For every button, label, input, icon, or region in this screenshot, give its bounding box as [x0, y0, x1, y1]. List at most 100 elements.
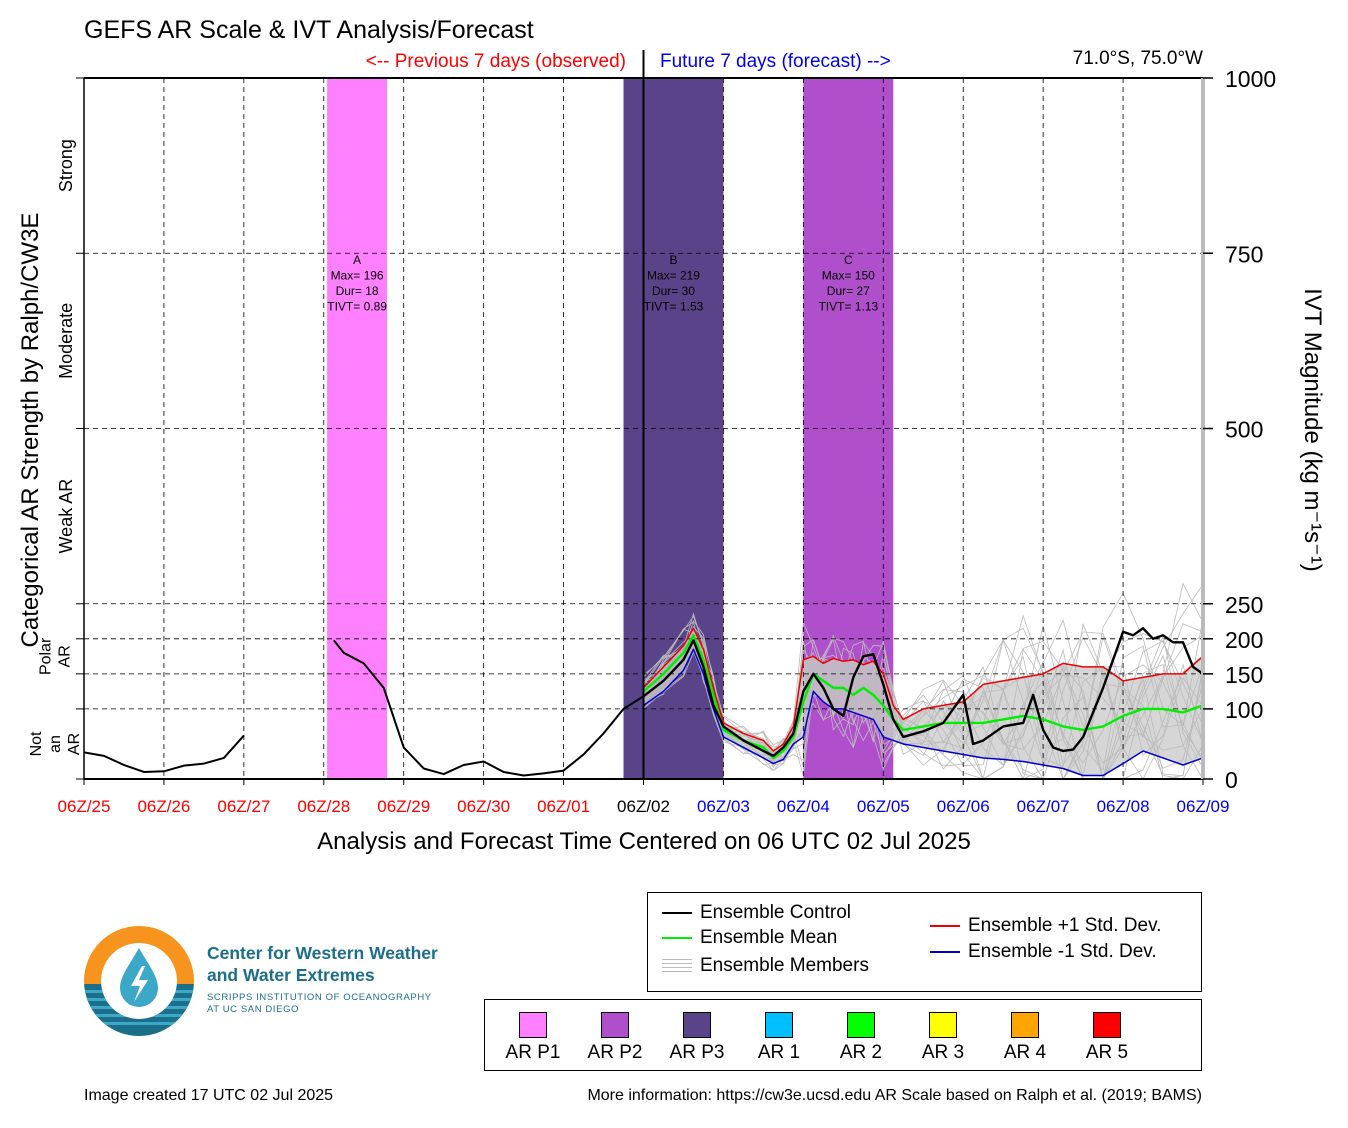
- axes: [76, 50, 1213, 785]
- ensemble-member-line: [643, 627, 1204, 764]
- category-legend-item: AR 2: [821, 1012, 901, 1064]
- legend-plus-sd-swatch: [930, 924, 960, 927]
- x-tick-label: 06Z/28: [297, 797, 350, 816]
- ar-event-label-A-1: Max= 196: [331, 269, 384, 283]
- ar-event-label-C-3: TIVT= 1.13: [818, 300, 878, 314]
- legend-control-label: Ensemble Control: [700, 902, 852, 923]
- category-legend-item: AR 4: [985, 1012, 1065, 1064]
- right-axis-title: IVT Magnitude (kg m⁻¹s⁻¹): [1299, 288, 1326, 572]
- category-label-4: Strong: [56, 139, 76, 192]
- category-swatch: [765, 1012, 793, 1038]
- category-label-3: Moderate: [56, 303, 76, 379]
- legend-members-label: Ensemble Members: [700, 955, 869, 976]
- legend-mean: Ensemble Mean: [662, 927, 837, 949]
- category-label: AR P1: [505, 1042, 561, 1063]
- legend-control: Ensemble Control: [662, 902, 851, 924]
- x-tick-label: 06Z/07: [1017, 797, 1070, 816]
- category-label-0-2: AR: [66, 733, 83, 755]
- category-label: AR 5: [1085, 1042, 1129, 1063]
- y-tick-label: 250: [1225, 592, 1263, 618]
- chart-title: GEFS AR Scale & IVT Analysis/Forecast: [84, 16, 534, 44]
- category-label-1-1: AR: [57, 645, 74, 667]
- ar-event-label-A-3: TIVT= 0.89: [327, 300, 387, 314]
- logo-subtitle: SCRIPPS INSTITUTION OF OCEANOGRAPHY AT U…: [207, 992, 432, 1016]
- ensemble-member-line: [643, 642, 1204, 780]
- lightning-icon: [131, 966, 148, 1002]
- ar-event-label-B-3: TIVT= 1.53: [644, 300, 704, 314]
- x-axis-title: Analysis and Forecast Time Centered on 0…: [317, 828, 971, 855]
- footer-created: Image created 17 UTC 02 Jul 2025: [84, 1087, 334, 1104]
- y-tick-label: 150: [1225, 662, 1263, 688]
- category-label: AR 3: [921, 1042, 965, 1063]
- x-tick-label: 06Z/26: [137, 797, 190, 816]
- category-label: AR 4: [1003, 1042, 1047, 1063]
- ar-event-label-B-1: Max= 219: [647, 269, 700, 283]
- x-tick-label: 06Z/25: [58, 797, 111, 816]
- x-tick-label: 06Z/30: [457, 797, 510, 816]
- category-legend-item: AR 1: [739, 1012, 819, 1064]
- ar-event-label-A-0: A: [353, 253, 361, 267]
- category-legend-item: AR P2: [575, 1012, 655, 1064]
- y-tick-label: 1000: [1225, 66, 1276, 92]
- x-tick-label: 06Z/29: [377, 797, 430, 816]
- ensemble-member-line: [643, 625, 1204, 778]
- x-tick-label: 06Z/05: [857, 797, 910, 816]
- y-tick-label: 200: [1225, 627, 1263, 653]
- ar-event-label-A-2: Dur= 18: [336, 284, 379, 298]
- legend-minus-sd-swatch: [930, 950, 960, 953]
- ar-event-label-B-2: Dur= 30: [652, 284, 695, 298]
- category-label: AR P2: [587, 1042, 643, 1063]
- ensemble-member-line: [643, 619, 1204, 781]
- category-legend-item: AR 5: [1067, 1012, 1147, 1064]
- location-label: 71.0°S, 75.0°W: [1072, 48, 1203, 69]
- series-minus_sd: [643, 648, 1204, 777]
- category-swatch: [929, 1012, 957, 1038]
- ensemble-members: [643, 582, 1204, 781]
- future-period-label: Future 7 days (forecast) -->: [660, 51, 891, 72]
- x-tick-label: 06Z/03: [697, 797, 750, 816]
- ensemble-member-line: [643, 621, 1204, 767]
- footer-info: More information: https://cw3e.ucsd.edu …: [587, 1087, 1202, 1104]
- y-tick-label: 750: [1225, 241, 1263, 267]
- ar-event-label-C-0: C: [844, 253, 853, 267]
- category-label: AR P3: [669, 1042, 725, 1063]
- series-plus_sd: [642, 627, 1204, 752]
- x-tick-label: 06Z/01: [537, 797, 590, 816]
- ar-event-label-B-0: B: [669, 253, 677, 267]
- legend-plus-sd: Ensemble +1 Std. Dev.: [930, 915, 1161, 937]
- series-mean: [642, 634, 1204, 760]
- cw3e-logo: [84, 926, 194, 1036]
- ensemble-member-line: [643, 618, 1204, 781]
- ar-event-label-C-2: Dur= 27: [827, 284, 870, 298]
- category-label: AR 1: [757, 1042, 801, 1063]
- x-tick-label: 06Z/09: [1177, 797, 1230, 816]
- legend-plus-sd-label: Ensemble +1 Std. Dev.: [968, 915, 1162, 936]
- category-label-0-1: an: [47, 735, 64, 753]
- x-tick-label: 06Z/02: [617, 797, 670, 816]
- category-label-2: Weak AR: [56, 479, 76, 554]
- category-swatch: [847, 1012, 875, 1038]
- category-swatch: [519, 1012, 547, 1038]
- category-legend-item: AR P1: [493, 1012, 573, 1064]
- category-legend: AR P1 AR P2 AR P3 AR 1 AR 2 AR 3 AR 4 AR 5: [484, 999, 1202, 1071]
- observed-line-1: [332, 639, 645, 777]
- category-legend-item: AR P3: [657, 1012, 737, 1064]
- category-swatch: [601, 1012, 629, 1038]
- x-tick-label: 06Z/06: [937, 797, 990, 816]
- category-swatch: [1011, 1012, 1039, 1038]
- category-swatch: [683, 1012, 711, 1038]
- y-tick-label: 0: [1225, 767, 1238, 793]
- legend-mean-swatch: [662, 936, 692, 939]
- category-swatch: [1093, 1012, 1121, 1038]
- logo-line1: Center for Western Weather: [207, 943, 438, 963]
- series-lines: [83, 627, 1204, 777]
- legend-control-swatch: [662, 911, 692, 914]
- logo-name: Center for Western Weather and Water Ext…: [207, 942, 438, 986]
- category-label-1-0: Polar: [38, 637, 55, 675]
- legend-minus-sd: Ensemble -1 Std. Dev.: [930, 941, 1157, 963]
- logo-sub2: AT UC SAN DIEGO: [207, 1004, 300, 1015]
- category-label-0-0: Not: [28, 731, 45, 756]
- x-tick-label: 06Z/27: [217, 797, 270, 816]
- legend-members: Ensemble Members: [662, 955, 869, 977]
